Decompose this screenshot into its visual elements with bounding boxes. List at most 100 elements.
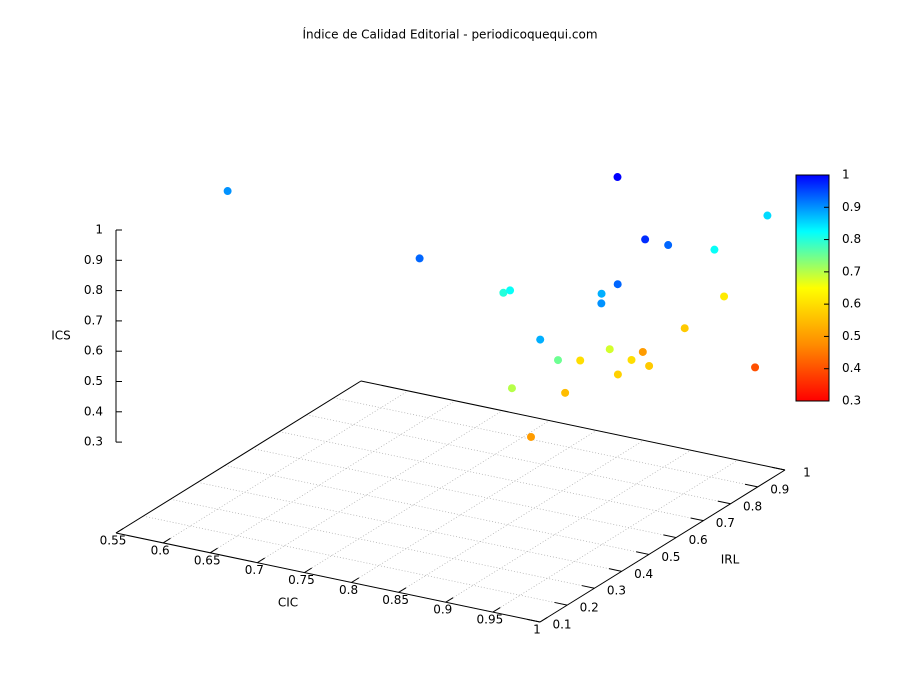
x-tick bbox=[539, 617, 548, 623]
y-tick-label: 0.3 bbox=[607, 584, 626, 598]
grid-line bbox=[398, 440, 644, 593]
x-tick bbox=[304, 567, 313, 573]
colorbar-tick-label: 0.7 bbox=[842, 264, 861, 278]
y-tick bbox=[690, 517, 704, 522]
x-tick bbox=[162, 537, 171, 544]
z-tick-label: 1 bbox=[95, 223, 103, 237]
y-tick bbox=[581, 585, 595, 589]
z-tick-label: 0.5 bbox=[84, 374, 103, 388]
y-tick-label: 0.9 bbox=[770, 482, 789, 496]
x-tick-label: 0.9 bbox=[433, 603, 452, 617]
point bbox=[597, 299, 606, 308]
x-tick bbox=[492, 607, 501, 613]
grid-line bbox=[351, 430, 597, 583]
z-tick-label: 0.7 bbox=[84, 313, 103, 327]
grid-line bbox=[304, 420, 550, 573]
point bbox=[763, 211, 772, 220]
point bbox=[627, 355, 636, 364]
colorbar bbox=[795, 174, 830, 402]
colorbar-tick-label: 0.5 bbox=[842, 329, 861, 343]
z-tick-label: 0.3 bbox=[84, 435, 103, 449]
point bbox=[527, 432, 535, 441]
x-tick-label: 0.95 bbox=[477, 613, 504, 627]
point bbox=[710, 245, 719, 254]
x-tick-label: 0.85 bbox=[382, 593, 409, 607]
point bbox=[223, 187, 232, 196]
y-tick bbox=[636, 551, 649, 555]
x-tick-label: 0.8 bbox=[339, 583, 358, 597]
y-axis-label: IRL bbox=[721, 553, 740, 567]
point bbox=[680, 324, 689, 333]
x-tick bbox=[257, 557, 265, 564]
point bbox=[499, 288, 508, 297]
axis-line bbox=[115, 532, 541, 623]
point bbox=[561, 388, 570, 397]
grid-line bbox=[252, 448, 677, 538]
grid-line bbox=[492, 459, 739, 613]
x-tick bbox=[398, 587, 407, 593]
grid-line bbox=[445, 449, 691, 603]
point bbox=[638, 347, 647, 356]
y-tick bbox=[717, 500, 731, 505]
axis-line bbox=[539, 469, 786, 623]
point bbox=[613, 173, 622, 182]
z-tick-label: 0.8 bbox=[84, 283, 103, 297]
y-tick-label: 1 bbox=[803, 466, 811, 480]
x-tick bbox=[209, 547, 218, 554]
grid-line bbox=[257, 410, 503, 563]
x-tick-label: 0.7 bbox=[245, 563, 264, 577]
point bbox=[751, 363, 760, 372]
x-tick bbox=[445, 597, 454, 603]
y-tick bbox=[772, 466, 786, 471]
x-tick-label: 0.55 bbox=[100, 534, 127, 548]
y-tick-label: 0.7 bbox=[716, 516, 735, 530]
grid-line bbox=[306, 414, 731, 505]
point bbox=[613, 280, 622, 289]
point bbox=[645, 361, 654, 370]
colorbar-tick-label: 0.3 bbox=[842, 394, 861, 408]
x-tick bbox=[351, 577, 360, 583]
grid-line bbox=[162, 390, 409, 544]
y-tick-label: 0.2 bbox=[580, 601, 599, 615]
y-tick bbox=[554, 601, 568, 606]
y-tick bbox=[608, 568, 622, 572]
x-tick-label: 0.65 bbox=[194, 553, 221, 567]
point bbox=[605, 345, 614, 354]
x-tick-label: 1 bbox=[533, 623, 541, 637]
point bbox=[415, 254, 424, 263]
point bbox=[506, 286, 515, 295]
point bbox=[576, 356, 585, 365]
grid-line bbox=[224, 465, 649, 555]
y-tick-label: 0.1 bbox=[552, 618, 571, 632]
grid-line bbox=[143, 515, 568, 606]
point bbox=[613, 370, 622, 379]
point bbox=[597, 289, 606, 298]
colorbar-tick-label: 0.9 bbox=[842, 200, 861, 214]
grid-line bbox=[279, 431, 704, 522]
y-tick-label: 0.6 bbox=[689, 533, 708, 547]
grid-line bbox=[210, 400, 456, 554]
point bbox=[507, 384, 516, 393]
chart-title: Índice de Calidad Editorial - periodicoq… bbox=[302, 27, 597, 42]
y-tick-label: 0.8 bbox=[743, 499, 762, 513]
grid-line bbox=[333, 397, 758, 488]
y-tick-label: 0.5 bbox=[661, 550, 680, 564]
x-axis-label: CIC bbox=[278, 596, 298, 610]
z-axis-label: ICS bbox=[51, 329, 71, 343]
colorbar-tick-label: 0.8 bbox=[842, 232, 861, 246]
colorbar-tick-label: 0.4 bbox=[842, 361, 861, 375]
y-tick bbox=[744, 483, 758, 488]
grid-line bbox=[197, 481, 622, 572]
axis-line bbox=[360, 380, 786, 471]
z-tick-label: 0.4 bbox=[84, 404, 103, 418]
colorbar-tick-label: 1 bbox=[842, 168, 850, 182]
z-tick-label: 0.6 bbox=[84, 344, 103, 358]
point bbox=[536, 335, 545, 344]
axis-line bbox=[115, 380, 362, 534]
point bbox=[641, 235, 650, 244]
z-tick-label: 0.9 bbox=[84, 253, 103, 267]
y-tick bbox=[527, 618, 541, 623]
x-tick bbox=[115, 528, 124, 534]
